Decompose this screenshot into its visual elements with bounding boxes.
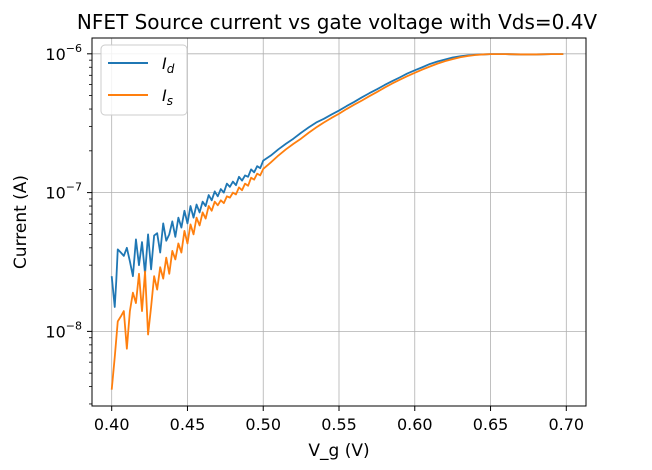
y-tick-label: 10−6 [45, 42, 82, 64]
x-axis: 0.40 0.45 0.50 0.55 0.60 0.65 0.70 [94, 406, 584, 434]
legend: Id Is [100, 44, 188, 116]
x-tick-label: 0.55 [321, 415, 357, 434]
y-tick-label: 10−7 [45, 181, 82, 203]
x-tick-label: 0.40 [94, 415, 130, 434]
y-tick-label: 10−8 [45, 319, 82, 341]
legend-label: Id [162, 54, 175, 76]
legend-box [100, 44, 188, 116]
chart-title: NFET Source current vs gate voltage with… [77, 10, 598, 34]
y-axis: 10−8 10−7 10−6 [45, 42, 92, 405]
y-axis-label: Current (A) [11, 175, 31, 269]
series-layer [110, 53, 564, 390]
series-line-Is [110, 53, 564, 390]
series-line-Id [110, 53, 564, 308]
x-tick-label: 0.65 [473, 415, 509, 434]
x-tick-label: 0.70 [548, 415, 584, 434]
x-axis-label: V_g (V) [308, 441, 369, 461]
x-tick-label: 0.50 [245, 415, 281, 434]
x-tick-label: 0.45 [170, 415, 206, 434]
x-tick-label: 0.60 [397, 415, 433, 434]
legend-label: Is [162, 86, 173, 108]
